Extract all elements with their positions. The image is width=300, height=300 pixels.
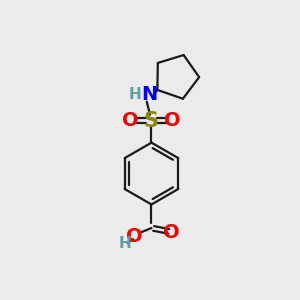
Text: O: O xyxy=(164,223,180,242)
Text: N: N xyxy=(142,85,158,104)
Text: S: S xyxy=(144,111,159,130)
Text: H: H xyxy=(129,87,141,102)
Text: H: H xyxy=(118,236,131,251)
Text: O: O xyxy=(164,111,181,130)
Text: O: O xyxy=(122,111,139,130)
Text: O: O xyxy=(126,227,143,246)
